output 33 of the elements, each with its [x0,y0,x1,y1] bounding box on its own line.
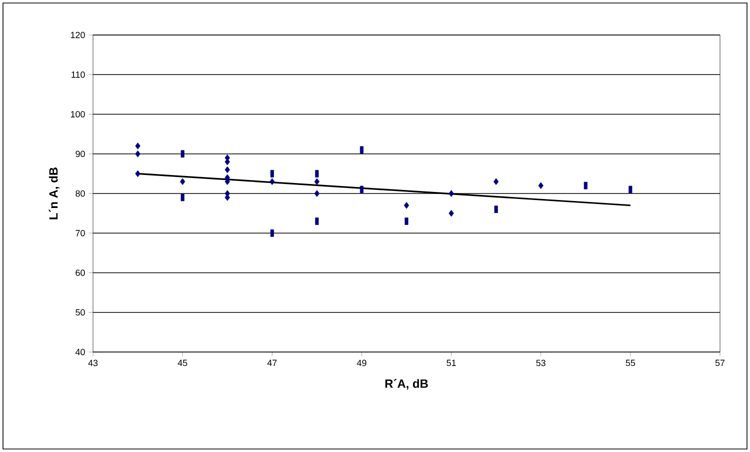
point [270,178,275,186]
y-tick-label: 50 [76,309,85,316]
point [224,166,230,174]
y-tick-label: 100 [70,111,85,118]
y-tick-label: 90 [76,150,85,158]
y-tick-label: 40 [75,348,85,356]
x-tick-label: 45 [178,360,188,366]
point [224,194,230,201]
point [135,142,140,150]
x-tick-label: 49 [356,360,366,366]
y-tick-label: 110 [72,71,85,78]
point [135,150,140,158]
x-tick-label: 55 [626,360,636,366]
x-axis-title: R´A, dB [385,378,428,390]
y-tick-label: 80 [76,190,85,197]
point [180,178,186,186]
y-tick-label: 120 [70,32,85,38]
y-axis-title: L´n A, dB [48,167,60,220]
point [135,170,140,178]
y-tick-label: 60 [76,270,85,276]
point [448,210,454,217]
point [538,182,544,189]
point [314,178,320,186]
y-tick-label: 70 [76,230,85,236]
point [314,190,320,197]
x-tick-label: 51 [446,360,456,366]
x-tick-label: 57 [715,360,725,366]
x-tick-label: 47 [267,360,277,366]
x-tick-label: 53 [536,360,546,366]
point [404,202,410,209]
x-tick-label: 43 [88,360,98,366]
point [448,190,454,197]
point [493,178,499,186]
